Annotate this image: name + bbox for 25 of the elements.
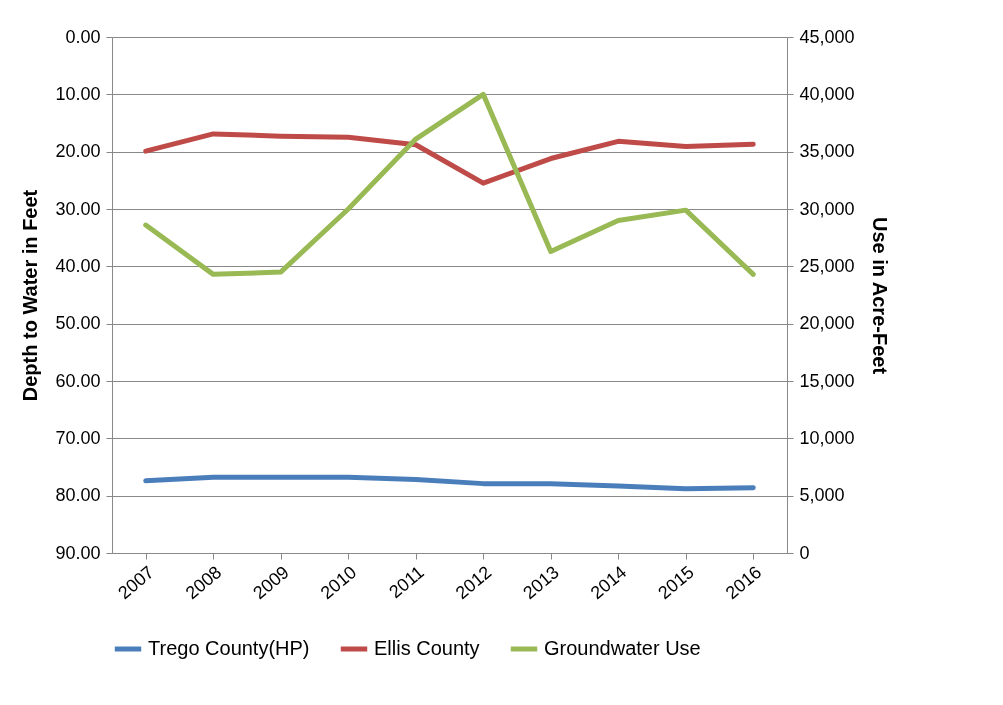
y-tick-label: 10.00 xyxy=(55,83,101,104)
y-tick-label: 30.00 xyxy=(55,198,101,219)
y2-tick-label: 15,000 xyxy=(799,370,855,391)
y2-tick-label: 25,000 xyxy=(799,255,855,276)
y-tick-label: 80.00 xyxy=(55,485,101,506)
legend-label: Groundwater Use xyxy=(544,637,701,659)
y2-axis-title: Use in Acre-Feet xyxy=(868,216,891,375)
y2-tick-label: 45,000 xyxy=(799,26,855,47)
y-tick-label: 90.00 xyxy=(55,542,101,563)
y2-tick-label: 40,000 xyxy=(799,83,855,104)
y2-tick-label: 0 xyxy=(799,542,810,563)
y-tick-label: 40.00 xyxy=(55,255,101,276)
y2-tick-label: 20,000 xyxy=(799,313,855,334)
y2-tick-label: 30,000 xyxy=(799,198,855,219)
y-tick-label: 70.00 xyxy=(55,427,101,448)
legend-label: Trego County(HP) xyxy=(148,637,310,659)
y-tick-label: 50.00 xyxy=(55,313,101,334)
y-axis-title: Depth to Water in Feet xyxy=(19,189,42,402)
y2-tick-label: 5,000 xyxy=(799,485,845,506)
y2-tick-label: 35,000 xyxy=(799,141,855,162)
y-tick-label: 0.00 xyxy=(65,26,101,47)
y2-tick-label: 10,000 xyxy=(799,427,855,448)
y-tick-label: 20.00 xyxy=(55,141,101,162)
y-tick-label: 60.00 xyxy=(55,370,101,391)
legend-label: Ellis County xyxy=(374,637,480,659)
